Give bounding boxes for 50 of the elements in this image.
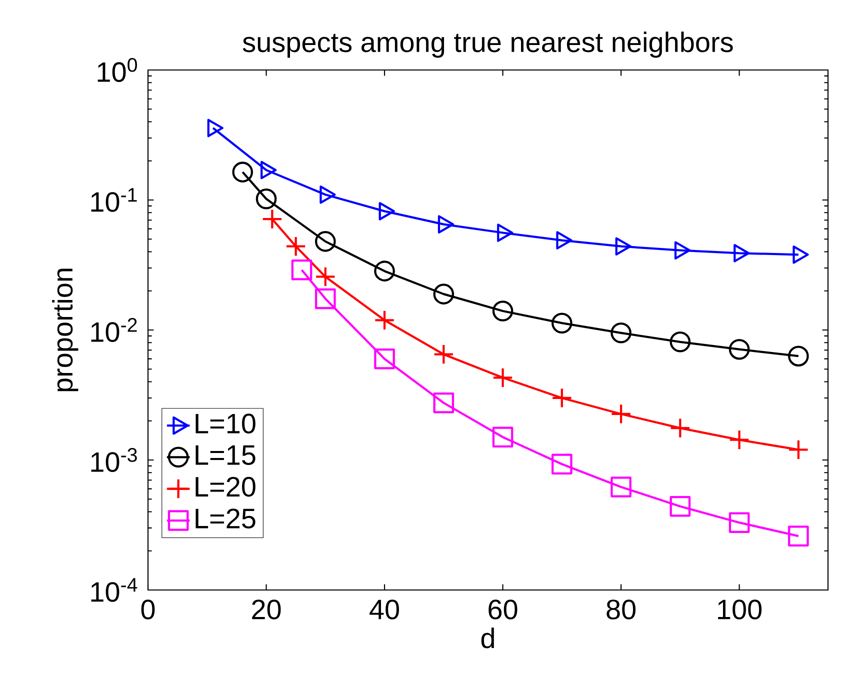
x-tick-label: 0 — [141, 600, 155, 620]
point — [492, 367, 514, 388]
point — [314, 288, 336, 310]
point — [552, 388, 572, 408]
x-axis-title: d — [481, 628, 494, 648]
x-tick-label: 20 — [252, 600, 281, 620]
point — [433, 392, 454, 414]
point — [433, 284, 454, 304]
point — [670, 418, 691, 438]
legend-label: L=10 — [196, 414, 256, 434]
legend-label: L=15 — [196, 445, 256, 465]
y-tick-label: 10$^{-4}$ — [91, 578, 138, 602]
point — [374, 260, 395, 282]
point — [670, 331, 691, 352]
point — [670, 496, 691, 517]
point — [492, 300, 514, 322]
x-tick-label: 60 — [488, 600, 518, 620]
point — [610, 404, 632, 424]
point — [314, 266, 336, 288]
point — [232, 162, 254, 182]
y-tick-label: 10$^{-1}$ — [91, 188, 137, 212]
y-axis-title: proportion — [52, 268, 78, 392]
x-tick-label: 40 — [370, 600, 399, 620]
point — [374, 310, 395, 331]
point — [788, 346, 809, 366]
point — [610, 476, 632, 498]
x-tick-label: 100 — [718, 600, 762, 620]
point — [291, 259, 312, 280]
point — [552, 454, 572, 474]
point — [610, 322, 632, 344]
legend-label: L=25 — [196, 508, 256, 528]
point — [552, 312, 572, 334]
point — [492, 426, 514, 448]
x-tick-label: 80 — [606, 600, 636, 620]
legend-label: L=20 — [196, 476, 256, 497]
point — [256, 188, 277, 210]
chart-title: suspects among true nearest neighbors — [242, 32, 733, 58]
point — [314, 231, 336, 252]
point — [728, 429, 750, 450]
point — [728, 512, 750, 533]
point — [788, 526, 809, 546]
y-tick-label: 10$^{-2}$ — [91, 318, 137, 342]
y-tick-label: 10$^{-3}$ — [91, 448, 137, 472]
y-tick-label: 10$^{0}$ — [98, 58, 137, 82]
point — [788, 439, 809, 460]
point — [728, 338, 750, 360]
point — [374, 348, 395, 370]
point — [285, 236, 306, 257]
point — [433, 344, 454, 365]
point — [262, 208, 283, 230]
